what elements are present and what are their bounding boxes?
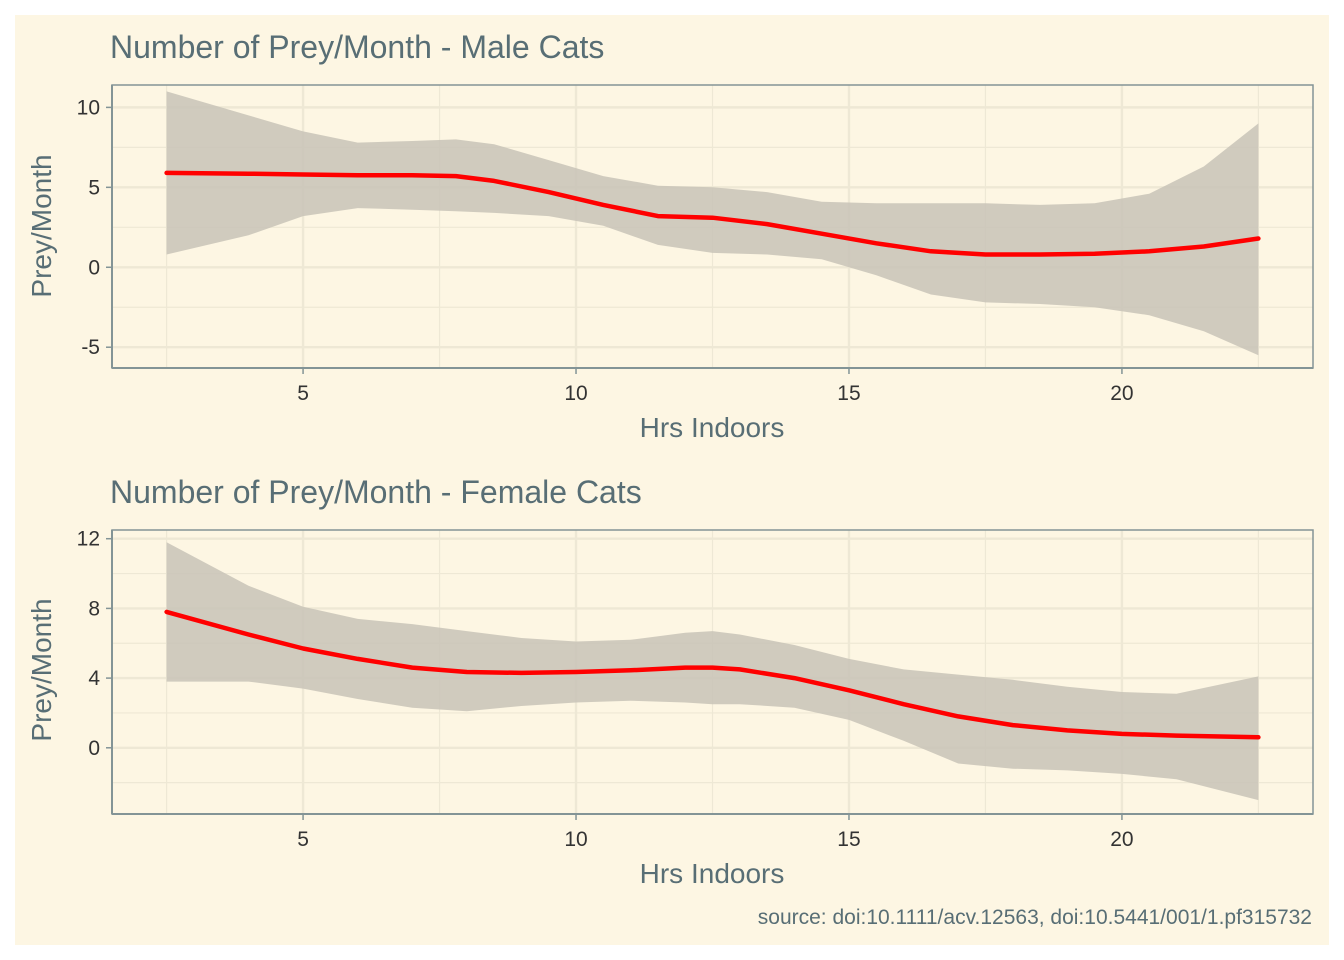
y-tick-label: -5: [81, 336, 100, 359]
source-caption: source: doi:10.1111/acv.12563, doi:10.54…: [758, 906, 1312, 929]
male-cats-panel: 5 10 15 20 -5 0 5 10 Number of Prey/Month - Mal…: [26, 29, 1314, 443]
x-tick-label: 5: [297, 828, 309, 851]
female-panel-xlabel: Hrs Indoors: [640, 858, 785, 889]
x-tick-label: 20: [1110, 828, 1133, 851]
y-tick-label: 10: [77, 96, 100, 119]
confidence-band: [166, 542, 1259, 801]
x-tick-label: 10: [564, 382, 587, 405]
y-tick-label: 4: [88, 667, 100, 690]
x-tick-label: 10: [564, 828, 587, 851]
y-tick-label: 12: [77, 528, 100, 551]
y-tick-label: 8: [88, 597, 100, 620]
fitted-line: [164, 609, 1261, 740]
plot-area-0: 5 10 15 20 -5 0 5 10: [77, 84, 1314, 405]
fitted-line: [164, 170, 1261, 257]
x-tick-label: 20: [1110, 382, 1133, 405]
confidence-band: [166, 91, 1259, 356]
female-cats-panel: 5 10 15 20 0 4 8 12 Number of Prey/Month - Fema…: [26, 474, 1314, 889]
y-tick-label: 0: [88, 256, 100, 279]
female-panel-ylabel: Prey/Month: [26, 598, 57, 741]
male-panel-title: Number of Prey/Month - Male Cats: [110, 29, 604, 65]
y-tick-label: 5: [88, 176, 100, 199]
x-tick-label: 15: [837, 382, 860, 405]
female-panel-title: Number of Prey/Month - Female Cats: [110, 474, 642, 510]
male-panel-xlabel: Hrs Indoors: [640, 412, 785, 443]
male-panel-ylabel: Prey/Month: [26, 154, 57, 297]
x-tick-label: 5: [297, 382, 309, 405]
x-tick-label: 15: [837, 828, 860, 851]
y-tick-label: 0: [88, 737, 100, 760]
plot-area-1: 5 10 15 20 0 4 8 12: [77, 528, 1314, 851]
